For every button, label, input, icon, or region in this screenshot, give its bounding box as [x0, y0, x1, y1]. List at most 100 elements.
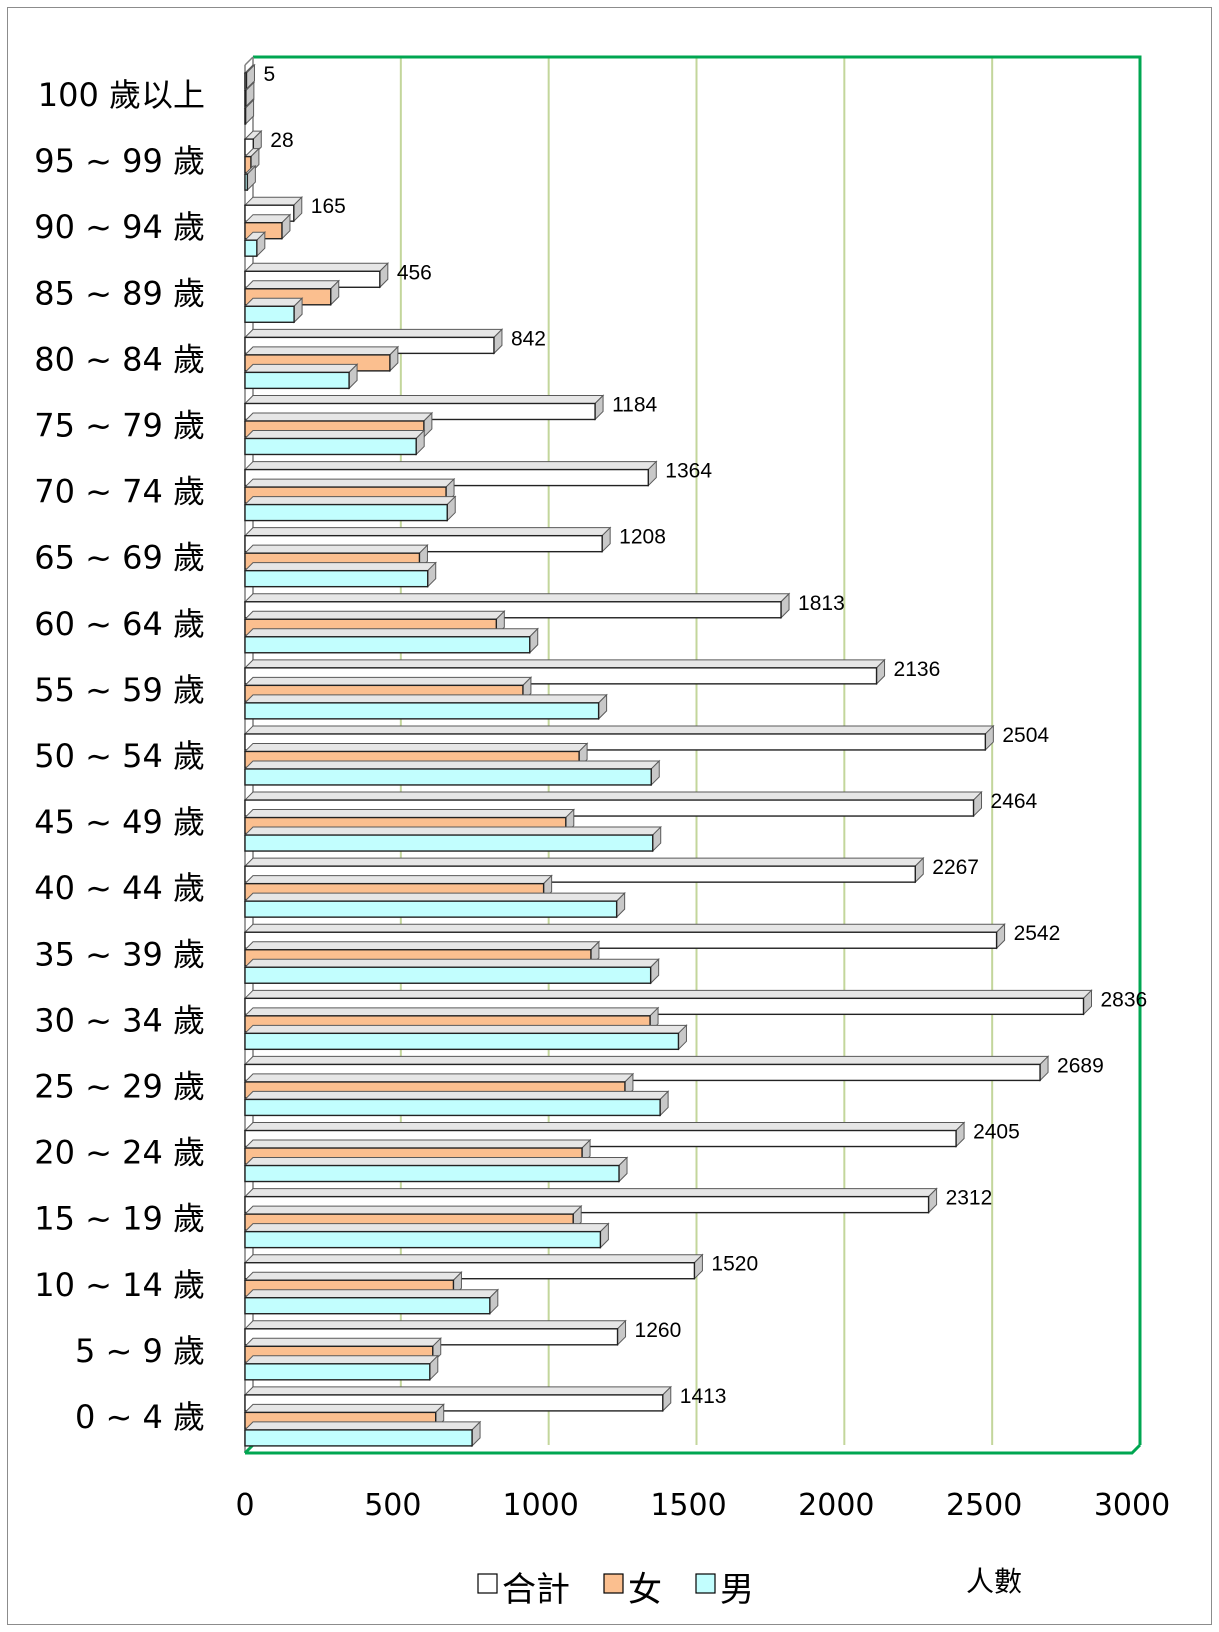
bar-top-face — [243, 297, 304, 307]
category-label: 50 ~ 54 歲 — [34, 737, 205, 775]
bar-top-face — [243, 562, 437, 572]
bar-top-face — [243, 725, 995, 735]
x-tick-label: 2000 — [798, 1488, 874, 1523]
bar-front-face — [244, 173, 249, 191]
bar-front-face — [244, 768, 652, 786]
bar-top-face — [243, 1139, 592, 1149]
bar-male — [243, 1024, 688, 1051]
bar-top-face — [243, 1007, 660, 1017]
bar-male — [243, 429, 426, 456]
bar-top-face — [243, 791, 983, 801]
bar-top-face — [243, 1055, 1050, 1065]
bar-top-face — [243, 478, 456, 488]
data-label-total: 2136 — [894, 658, 941, 681]
bar-top-face — [243, 941, 601, 951]
data-label-total: 1208 — [619, 526, 666, 549]
data-label-total: 5 — [263, 63, 275, 86]
bar-top-face — [243, 394, 605, 404]
x-axis-title: 人數 — [966, 1565, 1022, 1598]
bar-front-face — [244, 1098, 661, 1117]
category-label: 80 ~ 84 歲 — [34, 340, 205, 378]
bar-top-face — [243, 1073, 635, 1083]
bar-front-face — [244, 89, 247, 108]
bar-top-face — [243, 262, 390, 272]
bar-top-face — [243, 989, 1093, 999]
bar-front-face — [244, 437, 417, 456]
bar-male — [243, 891, 626, 919]
bar-front-face — [244, 305, 295, 323]
bar-top-face — [243, 892, 626, 902]
bar-top-face — [243, 544, 429, 554]
category-label: 35 ~ 39 歲 — [34, 935, 205, 973]
bar-top-face — [243, 1254, 704, 1264]
bar-front-face — [244, 371, 350, 390]
data-label-total: 1260 — [635, 1319, 682, 1342]
bar-top-face — [243, 1090, 670, 1100]
data-label-total: 2836 — [1101, 988, 1148, 1011]
bar-male — [243, 693, 608, 721]
bar-top-face — [243, 280, 340, 290]
category-label: 95 ~ 99 歲 — [34, 142, 205, 180]
bar-male — [243, 825, 662, 853]
legend-swatch-male — [695, 1573, 716, 1594]
category-label: 15 ~ 19 歲 — [34, 1200, 205, 1238]
data-label-total: 1364 — [665, 460, 712, 483]
category-label: 5 ~ 9 歲 — [75, 1332, 205, 1370]
bar-top-face — [243, 1320, 627, 1330]
data-label-total: 1813 — [798, 592, 845, 615]
data-label-total: 456 — [397, 261, 432, 284]
bar-male — [243, 230, 267, 258]
bar-male — [243, 759, 661, 787]
bar-male — [243, 164, 257, 192]
bar-top-face — [243, 196, 303, 206]
bar-male — [243, 98, 255, 126]
bar-front-face — [244, 1164, 620, 1183]
bar-male — [243, 495, 457, 522]
bar-total — [243, 1253, 704, 1280]
bar-front-face — [244, 702, 600, 720]
bar-top-face — [243, 1024, 688, 1034]
bar-top-face — [243, 1223, 610, 1233]
bar-top-face — [243, 593, 791, 603]
bar-male — [243, 363, 359, 390]
bar-top-face — [243, 461, 658, 471]
bar-top-face — [243, 1289, 500, 1299]
bar-top-face — [243, 328, 504, 338]
bar-top-face — [243, 1205, 583, 1215]
bar-top-face — [243, 826, 662, 836]
category-label: 0 ~ 4 歲 — [75, 1398, 205, 1436]
bar-front-face — [244, 72, 248, 90]
bar-male — [243, 1420, 482, 1448]
category-label: 25 ~ 29 歲 — [34, 1067, 205, 1105]
plot-frame-floor — [245, 1443, 1142, 1455]
category-label: 40 ~ 44 歲 — [34, 869, 205, 907]
bar-front-face — [244, 834, 654, 852]
bar-front-face — [244, 1363, 431, 1381]
x-tick-label: 500 — [364, 1488, 421, 1523]
bar-top-face — [243, 412, 434, 422]
data-label-total: 1520 — [711, 1253, 758, 1276]
category-label: 90 ~ 94 歲 — [34, 208, 205, 246]
legend-label-female: 女 — [628, 1570, 662, 1610]
category-label: 55 ~ 59 歲 — [34, 671, 205, 709]
data-label-total: 1184 — [612, 393, 657, 416]
bar-top-face — [243, 694, 608, 704]
bar-top-face — [243, 1355, 439, 1365]
bar-top-face — [243, 1271, 463, 1281]
data-label-total: 2689 — [1057, 1054, 1104, 1077]
bar-male — [243, 297, 304, 324]
bar-top-face — [243, 676, 533, 686]
bar-top-face — [243, 1122, 966, 1132]
bar-front-face — [244, 107, 247, 125]
category-label: 100 歲以上 — [38, 76, 205, 114]
data-label-total: 2267 — [932, 856, 979, 879]
bar-top-face — [243, 742, 589, 752]
bar-top-face — [243, 1403, 445, 1413]
bar-front-face — [244, 1297, 491, 1315]
bar-front-face — [244, 569, 429, 588]
bar-top-face — [243, 1337, 442, 1347]
bar-top-face — [243, 346, 400, 356]
category-label: 60 ~ 64 歲 — [34, 605, 205, 643]
data-label-total: 2504 — [1002, 724, 1049, 747]
bar-male — [243, 561, 437, 588]
